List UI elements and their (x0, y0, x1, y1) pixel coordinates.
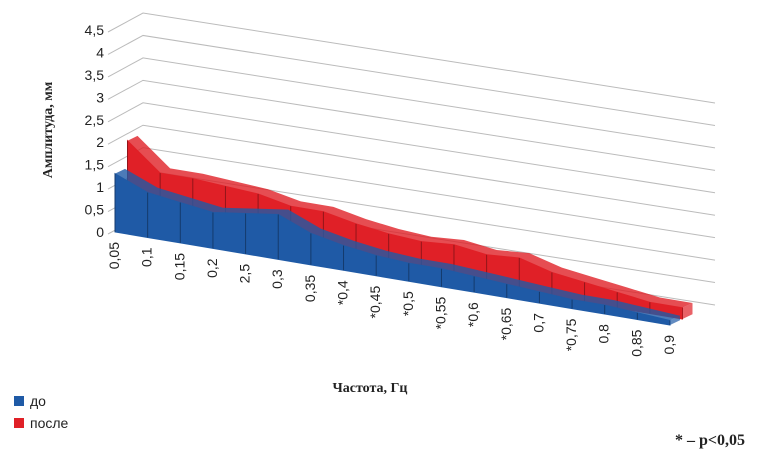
y-tick-label: 0 (96, 224, 104, 240)
x-tick-label: *0,55 (432, 296, 448, 329)
x-tick-label: *0,6 (465, 302, 481, 327)
x-tick-label: 0,85 (628, 329, 644, 356)
x-tick-label: 0,2 (204, 258, 220, 278)
y-tick-label: 0,5 (85, 202, 105, 218)
legend-label: до (30, 393, 46, 409)
grid-line (107, 124, 716, 216)
x-tick-label: 0,15 (171, 253, 187, 280)
note: * – р<0,05 (675, 432, 745, 449)
y-tick-label: 2,5 (85, 112, 105, 128)
grid-line (107, 57, 716, 149)
x-tick-label: *0,75 (563, 318, 579, 351)
x-tick-label: 0,05 (106, 242, 122, 269)
grid-line (107, 12, 716, 104)
x-tick-label: 2,5 (237, 264, 253, 284)
x-tick-label: *0,65 (498, 307, 514, 340)
y-axis-title: Амплитуда, мм (41, 81, 56, 178)
y-tick-label: 4,5 (85, 22, 105, 38)
x-axis-title: Частота, Гц (332, 381, 407, 396)
x-tick-label: 0,7 (530, 313, 546, 333)
x-tick-label: 0,3 (269, 269, 285, 289)
x-tick-label: 0,8 (596, 324, 612, 344)
y-tick-label: 3,5 (85, 67, 105, 83)
x-tick-label: *0,4 (335, 280, 351, 305)
y-tick-label: 1,5 (85, 157, 105, 173)
x-tick-label: 0,35 (302, 275, 318, 302)
grid-line (107, 34, 716, 126)
y-tick-label: 3 (96, 89, 104, 105)
area-top (127, 135, 693, 308)
y-tick-label: 1 (96, 179, 104, 195)
x-tick-label: *0,5 (400, 291, 416, 316)
legend-swatch (14, 396, 24, 406)
area-side (682, 302, 693, 319)
grid-line (107, 102, 716, 194)
x-tick-label: *0,45 (367, 286, 383, 319)
x-tick-label: 0,1 (139, 247, 155, 267)
legend-swatch (14, 418, 24, 428)
legend-label: после (30, 415, 69, 431)
grid-line (107, 79, 716, 171)
area-side (670, 315, 680, 325)
x-tick-label: 0,9 (661, 335, 677, 355)
y-tick-label: 4 (96, 44, 104, 60)
area-top (115, 168, 680, 321)
y-tick-label: 2 (96, 134, 104, 150)
